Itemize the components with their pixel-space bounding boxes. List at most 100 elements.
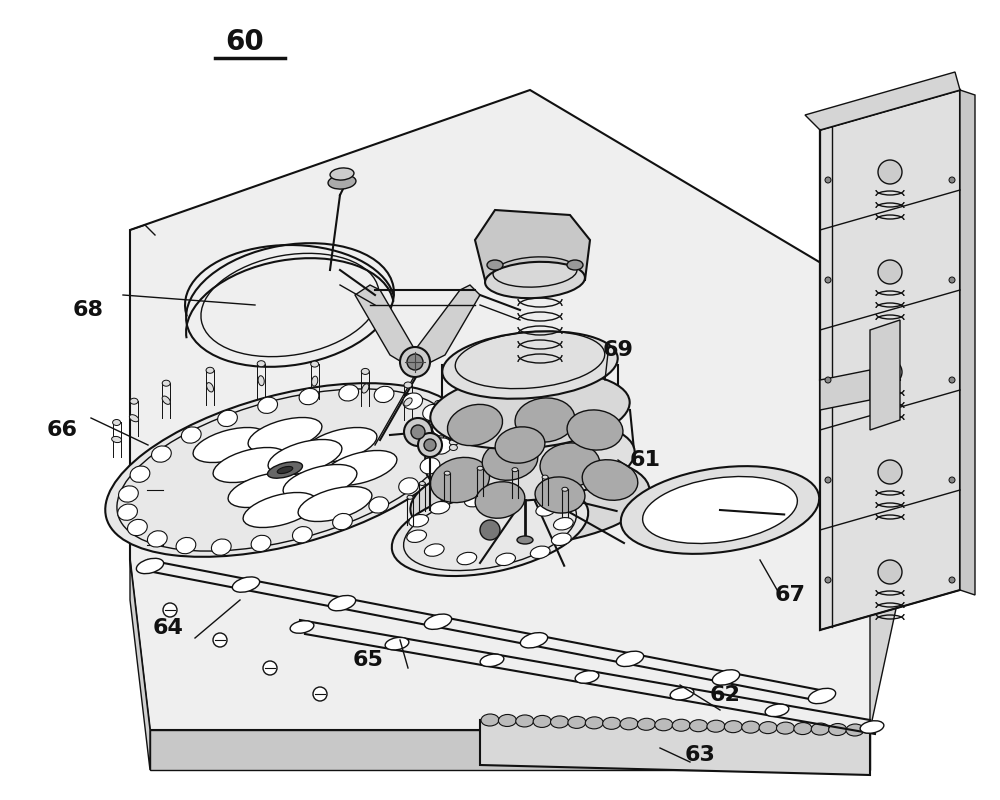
Ellipse shape (128, 519, 147, 536)
Circle shape (263, 661, 277, 675)
Ellipse shape (328, 595, 356, 611)
Ellipse shape (670, 687, 694, 700)
Ellipse shape (176, 538, 196, 554)
Ellipse shape (554, 518, 573, 530)
Ellipse shape (268, 439, 342, 474)
Circle shape (949, 277, 955, 283)
Ellipse shape (585, 717, 603, 729)
Ellipse shape (410, 454, 650, 546)
Circle shape (825, 477, 831, 483)
Ellipse shape (481, 714, 499, 726)
Ellipse shape (407, 495, 413, 499)
Ellipse shape (808, 688, 836, 704)
Ellipse shape (637, 718, 655, 730)
Ellipse shape (420, 458, 440, 474)
Ellipse shape (487, 260, 503, 270)
Ellipse shape (442, 331, 618, 398)
Ellipse shape (516, 715, 534, 727)
Text: 60: 60 (226, 28, 264, 56)
Ellipse shape (759, 722, 777, 734)
Ellipse shape (258, 376, 264, 386)
Ellipse shape (312, 376, 318, 386)
Ellipse shape (567, 260, 583, 270)
Ellipse shape (480, 654, 504, 666)
Text: 69: 69 (603, 340, 633, 360)
Ellipse shape (374, 386, 394, 402)
Ellipse shape (218, 410, 237, 426)
Ellipse shape (404, 382, 412, 388)
Circle shape (213, 633, 227, 647)
Polygon shape (820, 90, 960, 630)
Text: 67: 67 (774, 585, 806, 605)
Ellipse shape (162, 380, 170, 386)
Ellipse shape (447, 404, 503, 446)
Ellipse shape (298, 486, 372, 522)
Ellipse shape (136, 558, 164, 574)
Ellipse shape (533, 715, 551, 727)
Polygon shape (870, 310, 900, 730)
Ellipse shape (562, 487, 568, 491)
Circle shape (407, 354, 423, 370)
Polygon shape (870, 320, 900, 430)
Ellipse shape (520, 633, 548, 648)
Ellipse shape (551, 533, 571, 546)
Ellipse shape (290, 621, 314, 634)
Ellipse shape (403, 393, 423, 410)
Circle shape (878, 560, 902, 584)
Ellipse shape (130, 466, 150, 482)
Ellipse shape (232, 577, 260, 592)
Ellipse shape (404, 398, 412, 406)
Ellipse shape (147, 530, 167, 547)
Ellipse shape (829, 723, 847, 735)
Ellipse shape (419, 482, 425, 486)
Ellipse shape (211, 539, 231, 555)
Ellipse shape (243, 493, 317, 527)
Ellipse shape (409, 514, 429, 527)
Ellipse shape (603, 718, 621, 730)
Ellipse shape (482, 440, 538, 480)
Ellipse shape (118, 504, 137, 520)
Ellipse shape (430, 458, 490, 502)
Ellipse shape (130, 398, 138, 404)
Ellipse shape (582, 460, 638, 500)
Ellipse shape (333, 514, 352, 530)
Ellipse shape (143, 485, 167, 495)
Circle shape (878, 260, 902, 284)
Ellipse shape (432, 438, 451, 454)
Polygon shape (150, 730, 870, 770)
Ellipse shape (477, 466, 483, 470)
Ellipse shape (181, 427, 201, 443)
Circle shape (163, 603, 177, 617)
Text: 62: 62 (710, 685, 740, 705)
Ellipse shape (712, 670, 740, 685)
Ellipse shape (616, 651, 644, 666)
Ellipse shape (690, 720, 708, 732)
Text: 65: 65 (353, 650, 383, 670)
Circle shape (480, 520, 500, 540)
Ellipse shape (112, 437, 122, 442)
Ellipse shape (540, 443, 600, 487)
Ellipse shape (119, 486, 138, 502)
Circle shape (400, 347, 430, 377)
Ellipse shape (724, 721, 742, 733)
Text: 63: 63 (685, 745, 715, 765)
Ellipse shape (457, 552, 477, 565)
Ellipse shape (268, 462, 302, 478)
Ellipse shape (362, 384, 369, 393)
Ellipse shape (434, 417, 443, 424)
Ellipse shape (485, 262, 585, 298)
Ellipse shape (444, 471, 450, 475)
Ellipse shape (407, 530, 426, 542)
Ellipse shape (620, 718, 638, 730)
Ellipse shape (425, 419, 635, 501)
Ellipse shape (339, 385, 359, 401)
Ellipse shape (385, 638, 409, 650)
Circle shape (313, 687, 327, 701)
Ellipse shape (568, 716, 586, 728)
Polygon shape (475, 210, 590, 280)
Polygon shape (805, 72, 960, 130)
Ellipse shape (475, 482, 525, 518)
Ellipse shape (143, 540, 167, 550)
Polygon shape (480, 720, 870, 775)
Ellipse shape (277, 466, 293, 474)
